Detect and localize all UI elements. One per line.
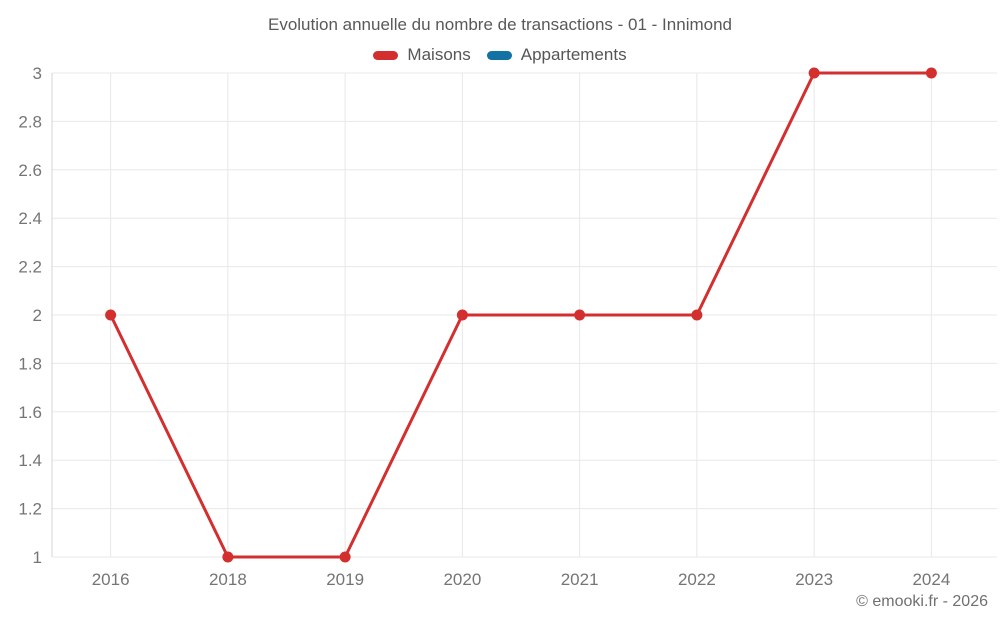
legend-item-maisons[interactable]: Maisons xyxy=(373,45,471,65)
x-tick-label: 2022 xyxy=(678,570,716,589)
y-tick-label: 2.6 xyxy=(18,161,42,180)
y-tick-label: 1.6 xyxy=(18,403,42,422)
x-tick-label: 2024 xyxy=(912,570,950,589)
data-point-maisons xyxy=(222,551,234,563)
x-tick-label: 2023 xyxy=(795,570,833,589)
y-tick-label: 2.2 xyxy=(18,258,42,277)
attribution-text: © emooki.fr - 2026 xyxy=(856,593,988,610)
data-point-maisons xyxy=(925,67,937,79)
data-point-maisons xyxy=(691,309,703,321)
y-tick-label: 1.8 xyxy=(18,354,42,373)
y-tick-label: 3 xyxy=(33,64,42,83)
legend-swatch-appartements-icon xyxy=(486,50,512,60)
y-tick-label: 2.8 xyxy=(18,112,42,131)
series-line-maisons xyxy=(109,71,933,559)
x-tick-label: 2020 xyxy=(443,570,481,589)
legend-label-maisons: Maisons xyxy=(407,45,471,64)
y-tick-label: 2.4 xyxy=(18,209,42,228)
x-tick-label: 2016 xyxy=(92,570,130,589)
chart-title: Evolution annuelle du nombre de transact… xyxy=(267,15,732,34)
x-tick-label: 2021 xyxy=(561,570,599,589)
data-point-maisons xyxy=(574,309,586,321)
legend-label-appartements: Appartements xyxy=(520,45,627,64)
y-tick-label: 1.2 xyxy=(18,500,42,519)
x-tick-label: 2018 xyxy=(209,570,247,589)
legend-item-appartements[interactable]: Appartements xyxy=(486,45,627,65)
data-point-maisons xyxy=(105,309,117,321)
x-tick-label: 2019 xyxy=(326,570,364,589)
chart-legend: Maisons Appartements xyxy=(0,45,1000,65)
y-tick-label: 1 xyxy=(33,548,42,567)
data-point-maisons xyxy=(456,309,468,321)
data-point-maisons xyxy=(808,67,820,79)
legend-swatch-maisons-icon xyxy=(373,50,399,60)
y-tick-label: 1.4 xyxy=(18,451,42,470)
y-tick-label: 2 xyxy=(33,306,42,325)
data-point-maisons xyxy=(339,551,351,563)
